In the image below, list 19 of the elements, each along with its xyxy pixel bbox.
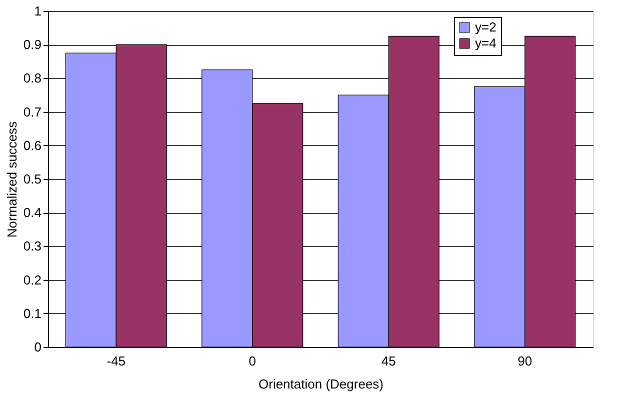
x-tick-label: 90: [518, 354, 532, 368]
x-tick-label: 0: [248, 354, 256, 368]
y-tick-label: 0.2: [23, 272, 42, 288]
legend-label: y=2: [475, 20, 496, 34]
y-axis-title: Normalized success: [4, 120, 20, 238]
x-axis-title: Orientation (Degrees): [258, 376, 384, 392]
y-tick-label: 0.7: [23, 104, 42, 120]
x-tick-label: -45: [106, 354, 126, 368]
x-tick-label: 45: [381, 354, 396, 368]
y-tick-label: 0.8: [23, 70, 42, 86]
y-tick-label: 0.1: [23, 306, 42, 321]
legend-label: y=4: [475, 36, 496, 50]
y-tick-label: 0.5: [23, 172, 42, 186]
y-tick-label: 0.4: [23, 205, 42, 220]
y-tick-label: 0.3: [23, 238, 42, 254]
y-tick-label: 1: [34, 4, 42, 18]
y-tick-label: 0: [34, 340, 42, 354]
y-tick-label: 0.9: [23, 37, 42, 52]
y-tick-label: 0.6: [23, 138, 42, 153]
